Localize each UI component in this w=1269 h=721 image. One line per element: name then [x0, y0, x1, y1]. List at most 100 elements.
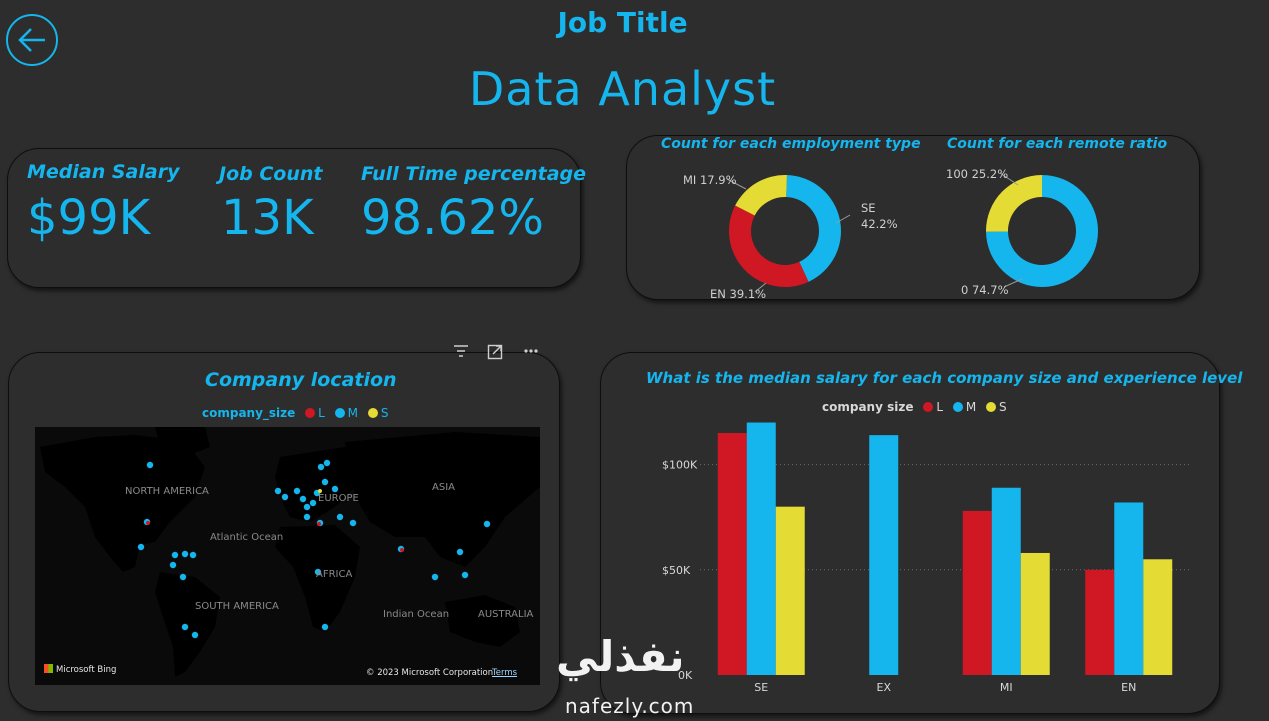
- map-location-dot[interactable]: [274, 487, 282, 495]
- map-terms-link[interactable]: Terms: [492, 668, 518, 678]
- bar-se-s[interactable]: [775, 506, 805, 675]
- donut-leader-line: [835, 214, 851, 224]
- map-legend-s: S: [380, 406, 389, 420]
- employment-slice-se[interactable]: [786, 175, 841, 282]
- map-location-dot[interactable]: [137, 543, 145, 551]
- bar-en-m[interactable]: [1114, 502, 1144, 675]
- world-map-shapes: [40, 427, 540, 677]
- bing-logo: Microsoft Bing: [44, 664, 116, 675]
- kpi-value-full-time: 98.62%: [361, 190, 545, 246]
- bar-se-l[interactable]: [717, 433, 747, 675]
- map-location-dot[interactable]: [314, 568, 322, 576]
- watermark-arabic: نفذلي: [556, 632, 685, 681]
- map-location-dot[interactable]: [323, 459, 331, 467]
- map-title: Company location: [205, 369, 397, 391]
- map-region-africa: AFRICA: [316, 569, 353, 580]
- world-map[interactable]: [35, 427, 540, 685]
- bar-ex-m[interactable]: [869, 435, 899, 675]
- map-legend-m: M: [347, 406, 358, 420]
- employment-label-se-name: SE: [861, 201, 876, 215]
- map-location-dot[interactable]: [456, 548, 464, 556]
- employment-donut-title: Count for each employment type: [661, 136, 921, 152]
- bar-legend-dot-l: [923, 402, 934, 412]
- map-location-dot[interactable]: [303, 513, 311, 521]
- more-options-icon[interactable]: [523, 344, 539, 362]
- watermark-latin: nafezly.com: [565, 694, 695, 718]
- bar-legend-m: M: [965, 400, 977, 414]
- bar-legend-l: L: [936, 400, 943, 414]
- x-tick-label: EX: [877, 681, 892, 692]
- kpi-label-full-time: Full Time percentage: [361, 163, 587, 185]
- map-region-asia: ASIA: [432, 482, 455, 493]
- map-location-dot-large[interactable]: [400, 548, 404, 552]
- donut-leader-line: [726, 178, 747, 190]
- remote-slice-100[interactable]: [986, 175, 1042, 232]
- map-location-dot[interactable]: [349, 519, 357, 527]
- map-legend: company_size L M S: [202, 406, 388, 420]
- map-location-dot[interactable]: [181, 623, 189, 631]
- employment-label-mi: MI 17.9%: [683, 173, 737, 187]
- map-location-dot[interactable]: [321, 478, 329, 486]
- map-location-dot[interactable]: [483, 520, 491, 528]
- kpi-value-median-salary: $99K: [27, 190, 151, 246]
- remote-label-100: 100 25.2%: [946, 167, 1009, 181]
- bar-mi-m[interactable]: [991, 487, 1021, 675]
- remote-slice-0[interactable]: [986, 175, 1098, 287]
- bar-legend-s: S: [999, 400, 1007, 414]
- map-location-dot[interactable]: [191, 631, 199, 639]
- map-location-dot[interactable]: [181, 550, 189, 558]
- map-location-dot[interactable]: [461, 571, 469, 579]
- map-location-dot[interactable]: [189, 551, 197, 559]
- map-location-dot-small[interactable]: [318, 489, 322, 493]
- back-button[interactable]: [6, 14, 58, 66]
- map-location-dot[interactable]: [146, 461, 154, 469]
- donut-card: [626, 135, 1200, 300]
- bar-chart-plot: $50K $100K 0K SE EX MI EN: [662, 422, 1190, 692]
- employment-label-en: EN 39.1%: [710, 287, 767, 301]
- bar-legend-dot-s: [986, 402, 997, 412]
- map-location-dot[interactable]: [336, 513, 344, 521]
- employment-slice-mi[interactable]: [735, 175, 787, 216]
- map-location-dot[interactable]: [321, 623, 329, 631]
- kpi-label-median-salary: Median Salary: [27, 161, 180, 183]
- map-location-dot[interactable]: [317, 463, 325, 471]
- bar-mi-s[interactable]: [1020, 552, 1050, 675]
- map-region-europe: EUROPE: [318, 493, 359, 504]
- map-legend-l: L: [318, 406, 325, 420]
- map-location-dot[interactable]: [171, 551, 179, 559]
- map-location-dot[interactable]: [309, 499, 317, 507]
- employment-slice-en[interactable]: [729, 205, 809, 287]
- x-tick-label: SE: [754, 681, 768, 692]
- map-location-dot[interactable]: [293, 487, 301, 495]
- bar-en-l[interactable]: [1085, 569, 1115, 675]
- x-tick-label: MI: [1000, 681, 1013, 692]
- map-location-dot[interactable]: [281, 493, 289, 501]
- filter-icon[interactable]: [453, 344, 469, 362]
- map-location-dot-large[interactable]: [146, 521, 150, 525]
- remote-label-0: 0 74.7%: [961, 283, 1009, 297]
- map-location-dot[interactable]: [299, 495, 307, 503]
- bar-se-m[interactable]: [746, 422, 776, 675]
- map-location-dot[interactable]: [431, 573, 439, 581]
- donut-leader-line: [754, 282, 767, 293]
- x-tick-label: EN: [1121, 681, 1136, 692]
- page-title-value: Data Analyst: [468, 62, 777, 116]
- focus-mode-icon[interactable]: [487, 344, 503, 364]
- donut-leader-line: [1003, 278, 1023, 288]
- map-region-australia: AUSTRALIA: [478, 609, 534, 620]
- bar-mi-l[interactable]: [962, 510, 992, 675]
- page-title-label: Job Title: [557, 6, 688, 39]
- bar-en-s[interactable]: [1143, 559, 1173, 675]
- donut-charts: [726, 172, 1098, 293]
- map-location-dot[interactable]: [331, 485, 339, 493]
- legend-dot-m: [334, 408, 345, 418]
- map-location-dot[interactable]: [169, 561, 177, 569]
- map-location-dot[interactable]: [179, 573, 187, 581]
- kpi-value-job-count: 13K: [221, 190, 314, 246]
- map-location-dot-large[interactable]: [317, 522, 321, 526]
- map-location-dot[interactable]: [303, 503, 311, 511]
- y-tick-label: $100K: [662, 459, 698, 472]
- legend-dot-l: [305, 408, 316, 418]
- employment-label-se-pct: 42.2%: [861, 217, 898, 231]
- map-region-atlantic: Atlantic Ocean: [210, 532, 284, 543]
